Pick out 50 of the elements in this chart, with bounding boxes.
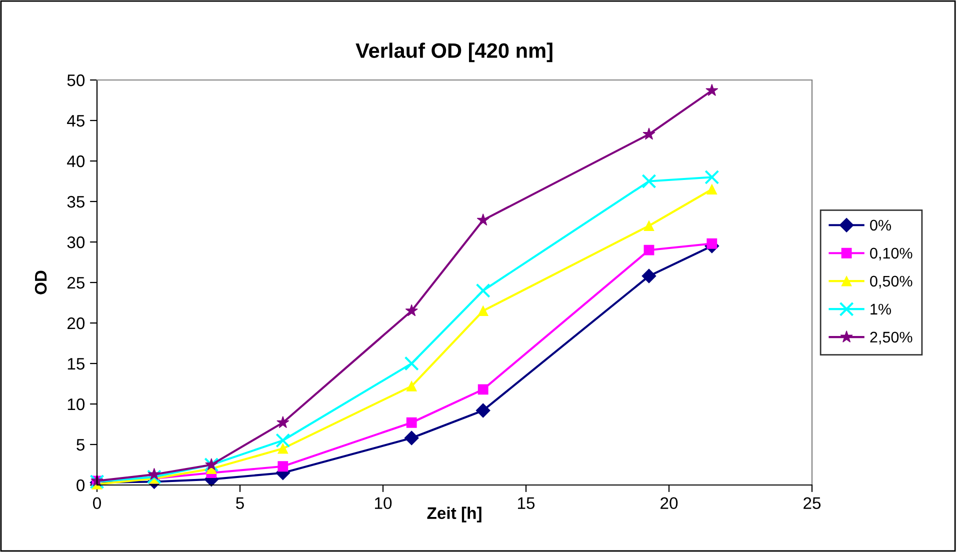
point	[478, 306, 488, 316]
x-tick-label: 5	[236, 497, 244, 510]
point	[642, 128, 656, 140]
y-tick-label: 25	[67, 276, 84, 289]
point	[642, 268, 656, 284]
legend-label: 0%	[870, 220, 892, 231]
point	[404, 430, 419, 446]
point	[644, 220, 654, 232]
y-tick-label: 15	[68, 358, 84, 370]
legend-label: 2,50%	[870, 332, 912, 344]
x-tick-label: 10	[375, 497, 392, 510]
point	[478, 384, 488, 395]
point	[406, 417, 417, 428]
legend-label: 0,50%	[870, 276, 912, 288]
chart-title: Verlauf OD [420 nm]	[356, 42, 552, 62]
y-tick-label: 45	[67, 115, 84, 127]
legend-label: 1%	[870, 304, 892, 315]
point	[644, 244, 654, 256]
point	[276, 433, 290, 448]
legend-label: 0,10%	[870, 248, 912, 260]
point	[148, 468, 160, 480]
point	[406, 380, 417, 392]
point	[706, 84, 718, 96]
point	[706, 184, 718, 195]
y-tick-label: 35	[67, 196, 84, 208]
point	[278, 461, 288, 472]
point	[404, 356, 419, 371]
y-tick-label: 40	[67, 155, 85, 168]
point	[704, 170, 720, 184]
y-tick-label: 10	[68, 398, 85, 410]
point	[476, 283, 490, 298]
point	[146, 470, 162, 484]
y-tick-label: 50	[67, 74, 85, 86]
x-tick-label: 15	[518, 497, 535, 510]
x-tick-label: 25	[804, 497, 821, 510]
x-axis-title: Zeit [h]	[427, 506, 482, 522]
point	[476, 403, 490, 418]
y-tick-label: 20	[67, 317, 85, 330]
point	[278, 443, 288, 454]
point	[642, 174, 656, 189]
y-tick-label: 5	[76, 439, 84, 451]
point	[476, 214, 490, 226]
y-tick-label: 0	[76, 479, 85, 492]
point	[706, 238, 718, 249]
point	[276, 416, 290, 428]
x-tick-label: 20	[660, 497, 678, 510]
y-axis-title: OD	[34, 270, 47, 294]
y-tick-label: 30	[67, 236, 85, 248]
point	[405, 304, 418, 316]
x-tick-label: 0	[93, 497, 101, 510]
